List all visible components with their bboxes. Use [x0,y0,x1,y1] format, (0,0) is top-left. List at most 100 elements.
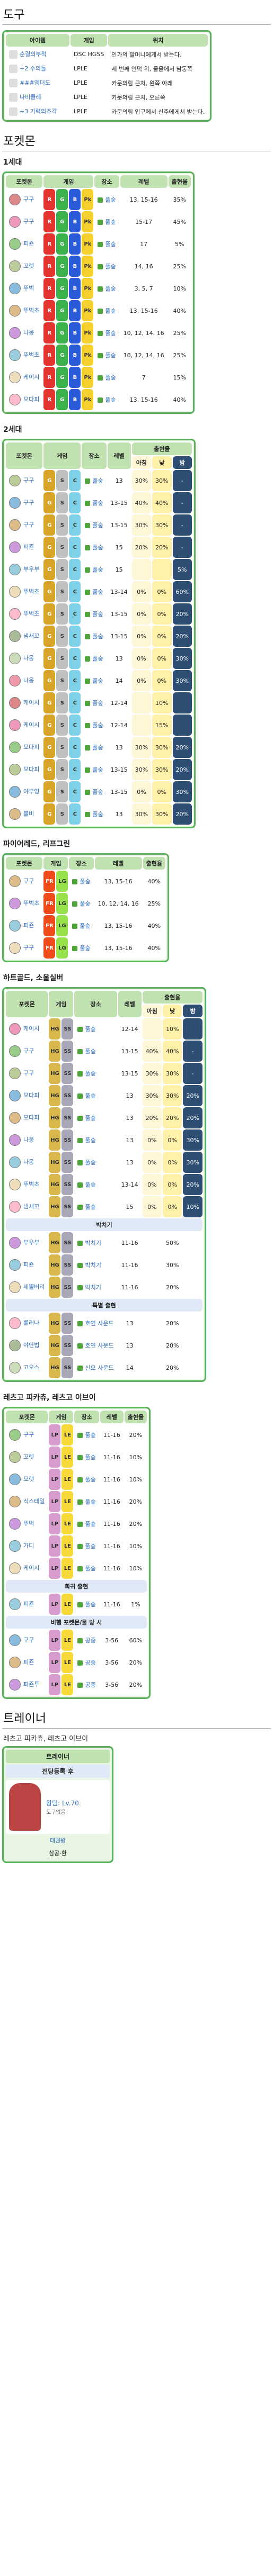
version-badge[interactable]: Pk [82,278,94,299]
version-badge[interactable]: LG [56,915,68,936]
version-badge[interactable]: B [69,345,81,366]
pokemon-link[interactable]: 케이시 [23,374,40,381]
pokemon-link[interactable]: 모랫 [23,1476,34,1483]
place-link[interactable]: 풀숲 [80,900,91,907]
version-badge[interactable]: C [69,470,81,491]
version-badge[interactable]: HG [49,1152,61,1173]
place-link[interactable]: 풀숲 [85,1204,96,1210]
version-badge[interactable]: LE [61,1424,74,1445]
version-badge[interactable]: LP [49,1594,61,1615]
version-badge[interactable]: G [43,559,56,580]
trainer-pokemon[interactable]: 왕팀: Lv.70 [46,1800,79,1807]
tool-link[interactable]: ###엠더도 [20,79,51,86]
pokemon-link[interactable]: 뚜벅초 [23,900,40,907]
version-badge[interactable]: S [56,648,68,669]
place-link[interactable]: 풀숲 [105,263,116,270]
version-badge[interactable]: S [56,514,68,536]
version-badge[interactable]: HG [49,1129,61,1151]
version-badge[interactable]: FR [43,871,56,892]
place-link[interactable]: 풀숲 [85,1070,96,1077]
version-badge[interactable]: C [69,559,81,580]
version-badge[interactable]: SS [61,1129,74,1151]
place-link[interactable]: 풀숲 [85,1181,96,1188]
version-badge[interactable]: G [43,692,56,713]
pokemon-link[interactable]: 구구 [23,196,34,203]
version-badge[interactable]: SS [61,1018,74,1040]
pokemon-link[interactable]: 뚜벅초 [23,610,40,617]
pokemon-link[interactable]: 식스테일 [23,1498,45,1505]
place-link[interactable]: 풀숲 [92,611,103,618]
pokemon-link[interactable]: 냄새꼬 [23,1203,40,1210]
pokemon-link[interactable]: 구구 [23,477,34,484]
version-badge[interactable]: G [43,492,56,513]
place-link[interactable]: 풀숲 [105,330,116,337]
place-link[interactable]: 공중 [85,1659,96,1666]
version-badge[interactable]: G [56,300,68,321]
place-link[interactable]: 풀숲 [85,1543,96,1550]
version-badge[interactable]: SS [61,1277,74,1298]
place-link[interactable]: 공중 [85,1637,96,1644]
version-badge[interactable]: LP [49,1652,61,1673]
version-badge[interactable]: LG [56,937,68,959]
version-badge[interactable]: LE [61,1558,74,1579]
version-badge[interactable]: Pk [82,345,94,366]
version-badge[interactable]: SS [61,1063,74,1084]
pokemon-link[interactable]: 구구 [23,1070,34,1077]
place-link[interactable]: 풀숲 [105,219,116,225]
version-badge[interactable]: C [69,514,81,536]
place-link[interactable]: 풀숲 [85,1159,96,1166]
pokemon-link[interactable]: 부우부 [23,566,40,573]
version-badge[interactable]: C [69,803,81,825]
place-link[interactable]: 풀숲 [85,1601,96,1608]
pokemon-link[interactable]: 세뿔버리 [23,1284,45,1290]
place-link[interactable]: 풀숲 [85,1115,96,1122]
version-badge[interactable]: G [43,715,56,736]
version-badge[interactable]: Pk [82,389,94,410]
pokemon-link[interactable]: 구구 [23,878,34,884]
place-link[interactable]: 풀숲 [92,522,103,529]
version-badge[interactable]: HG [49,1232,61,1253]
version-badge[interactable]: G [43,514,56,536]
place-link[interactable]: 풀숲 [105,374,116,381]
place-link[interactable]: 풀숲 [92,789,103,796]
version-badge[interactable]: B [69,189,81,210]
version-badge[interactable]: C [69,781,81,802]
version-badge[interactable]: LE [61,1491,74,1512]
version-badge[interactable]: HG [49,1277,61,1298]
version-badge[interactable]: Pk [82,300,94,321]
pokemon-link[interactable]: 뚜벅 [23,285,34,292]
version-badge[interactable]: HG [49,1085,61,1106]
pokemon-link[interactable]: 구구 [23,1047,34,1054]
pokemon-link[interactable]: 피죤 [23,1601,34,1607]
version-badge[interactable]: LP [49,1630,61,1651]
version-badge[interactable]: HG [49,1313,61,1334]
version-badge[interactable]: G [43,603,56,625]
pokemon-link[interactable]: 가디 [23,1542,34,1549]
version-badge[interactable]: S [56,559,68,580]
pokemon-link[interactable]: 피죤투 [23,1681,40,1688]
version-badge[interactable]: B [69,211,81,232]
version-badge[interactable]: R [43,345,56,366]
place-link[interactable]: 박치기 [85,1284,101,1291]
pokemon-link[interactable]: 케이시 [23,721,40,728]
version-badge[interactable]: FR [43,893,56,914]
version-badge[interactable]: G [43,670,56,691]
pokemon-link[interactable]: 구구 [23,218,34,225]
version-badge[interactable]: LE [61,1594,74,1615]
version-badge[interactable]: R [43,256,56,277]
version-badge[interactable]: R [43,233,56,255]
version-badge[interactable]: HG [49,1063,61,1084]
pokemon-link[interactable]: 모다피 [23,1114,40,1121]
place-link[interactable]: 풀숲 [85,1521,96,1527]
pokemon-link[interactable]: 야부엉 [23,788,40,795]
pokemon-link[interactable]: 케이시 [23,1025,40,1032]
version-badge[interactable]: B [69,389,81,410]
version-badge[interactable]: C [69,648,81,669]
place-link[interactable]: 풀숲 [105,352,116,359]
version-badge[interactable]: C [69,492,81,513]
place-link[interactable]: 풀숲 [85,1026,96,1033]
version-badge[interactable]: C [69,737,81,758]
pokemon-link[interactable]: 케이시 [23,1565,40,1571]
version-badge[interactable]: LP [49,1447,61,1468]
place-link[interactable]: 풀숲 [92,544,103,551]
